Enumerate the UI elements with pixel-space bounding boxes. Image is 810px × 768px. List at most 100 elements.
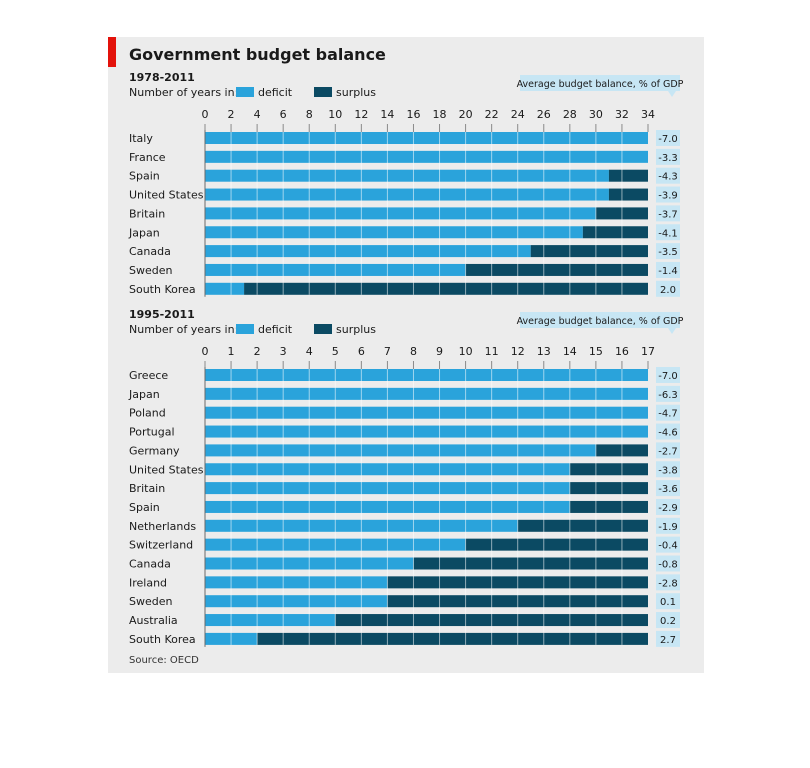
tick-label: 12 xyxy=(354,108,368,121)
value-label-box xyxy=(656,498,680,515)
value-label: -4.7 xyxy=(658,409,678,420)
value-label-box xyxy=(656,574,680,591)
bar-surplus xyxy=(608,188,648,201)
period-label: 1995-2011 xyxy=(129,308,195,321)
bar-deficit xyxy=(205,406,648,419)
bar-surplus xyxy=(413,557,648,570)
tick-label: 10 xyxy=(459,345,473,358)
value-header-pointer xyxy=(668,91,676,97)
bar-deficit xyxy=(205,207,596,220)
tick-label: 20 xyxy=(459,108,473,121)
value-label: -3.7 xyxy=(658,209,678,220)
bar-deficit xyxy=(205,282,245,295)
tick-label: 14 xyxy=(563,345,577,358)
bar-surplus xyxy=(465,263,648,276)
value-label-box xyxy=(656,224,680,241)
value-label-box xyxy=(656,367,680,383)
bar-surplus xyxy=(257,632,648,645)
bar-deficit xyxy=(205,576,388,589)
value-label: -4.6 xyxy=(658,428,678,439)
value-header-box xyxy=(520,312,680,328)
category-label: Italy xyxy=(129,132,153,145)
bar-surplus xyxy=(244,282,648,295)
value-label: 0.2 xyxy=(660,616,676,627)
tick-label: 12 xyxy=(511,345,525,358)
legend-label-deficit: deficit xyxy=(258,323,293,336)
category-label: Netherlands xyxy=(129,520,196,533)
value-label: -7.0 xyxy=(658,371,678,382)
value-label-box xyxy=(656,555,680,572)
value-label-box xyxy=(656,404,680,421)
value-label-box xyxy=(656,593,680,610)
value-label: -0.4 xyxy=(658,541,678,552)
value-label-box xyxy=(656,630,680,647)
value-label: -7.0 xyxy=(658,134,678,145)
value-label: -1.4 xyxy=(658,266,678,277)
bar-surplus xyxy=(569,463,648,476)
value-label: -3.6 xyxy=(658,484,678,495)
value-label-box xyxy=(656,442,680,459)
tick-label: 6 xyxy=(280,108,287,121)
legend-label-surplus: surplus xyxy=(336,323,376,336)
tick-label: 0 xyxy=(202,108,209,121)
bar-deficit xyxy=(205,132,648,144)
tick-label: 24 xyxy=(511,108,525,121)
value-label: -6.3 xyxy=(658,390,678,401)
value-label: -3.9 xyxy=(658,191,678,202)
category-label: Portugal xyxy=(129,426,175,439)
category-label: Japan xyxy=(128,388,160,401)
category-label: Poland xyxy=(129,407,166,420)
value-label: -2.9 xyxy=(658,503,678,514)
category-label: United States xyxy=(129,463,204,476)
period-label: 1978-2011 xyxy=(129,71,195,84)
category-label: Ireland xyxy=(129,576,167,589)
tick-label: 0 xyxy=(202,345,209,358)
value-label: -4.1 xyxy=(658,228,678,239)
category-label: Spain xyxy=(129,170,160,183)
legend-subtitle: Number of years in: xyxy=(129,86,238,99)
tick-label: 28 xyxy=(563,108,577,121)
bar-deficit xyxy=(205,614,336,627)
legend-swatch-surplus xyxy=(314,87,332,97)
category-label: Spain xyxy=(129,501,160,514)
value-label: -3.3 xyxy=(658,153,678,164)
tick-label: 4 xyxy=(254,108,261,121)
category-label: Switzerland xyxy=(129,539,193,552)
category-label: Britain xyxy=(129,482,165,495)
tick-label: 3 xyxy=(280,345,287,358)
tick-label: 30 xyxy=(589,108,603,121)
tick-label: 26 xyxy=(537,108,551,121)
tick-label: 34 xyxy=(641,108,655,121)
category-label: South Korea xyxy=(129,283,196,296)
value-label-box xyxy=(656,261,680,278)
value-label-box xyxy=(656,148,680,165)
category-label: Canada xyxy=(129,558,171,571)
value-label-box xyxy=(656,517,680,534)
legend-swatch-deficit xyxy=(236,87,254,97)
value-label-box xyxy=(656,130,680,146)
value-header-text: Average budget balance, % of GDP xyxy=(517,316,684,327)
tick-label: 9 xyxy=(436,345,443,358)
bar-deficit xyxy=(205,595,388,608)
category-label: France xyxy=(129,151,166,164)
tick-label: 16 xyxy=(615,345,629,358)
tick-label: 8 xyxy=(306,108,313,121)
value-label: -0.8 xyxy=(658,560,678,571)
value-label: -2.8 xyxy=(658,578,678,589)
category-label: Britain xyxy=(129,207,165,220)
category-label: Japan xyxy=(128,226,160,239)
bar-deficit xyxy=(205,425,648,438)
value-label: -2.7 xyxy=(658,446,678,457)
bar-surplus xyxy=(582,226,648,239)
bar-deficit xyxy=(205,150,648,163)
value-header-text: Average budget balance, % of GDP xyxy=(517,79,684,90)
category-label: Greece xyxy=(129,369,168,382)
value-label: 0.1 xyxy=(660,597,676,608)
value-label-box xyxy=(656,423,680,440)
value-label: -4.3 xyxy=(658,172,678,183)
value-label: -3.5 xyxy=(658,247,678,258)
bar-deficit xyxy=(205,245,531,258)
bar-deficit xyxy=(205,369,648,381)
bar-surplus xyxy=(530,245,648,258)
tick-label: 16 xyxy=(406,108,420,121)
